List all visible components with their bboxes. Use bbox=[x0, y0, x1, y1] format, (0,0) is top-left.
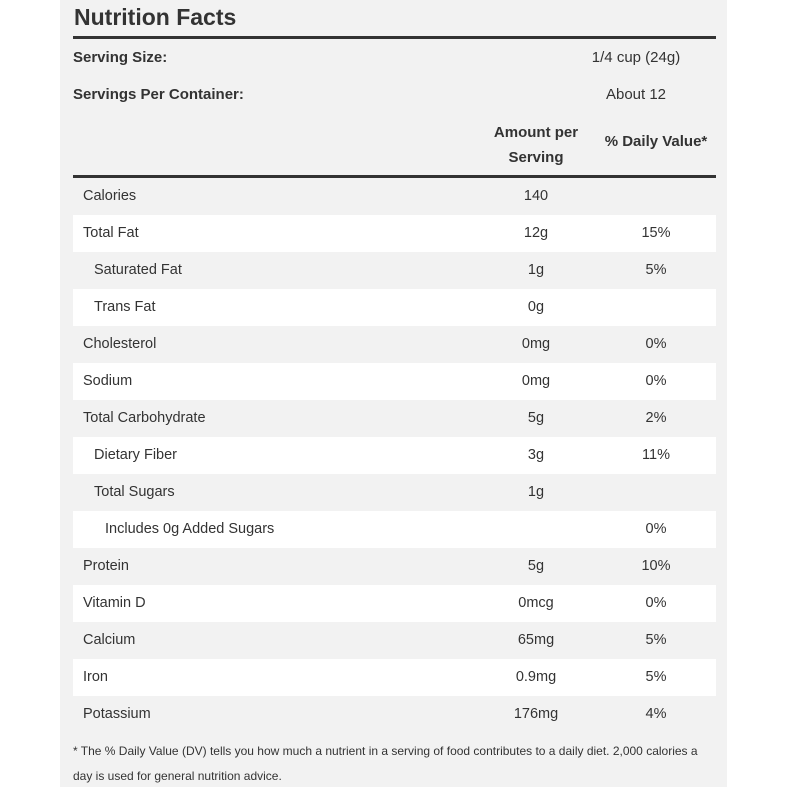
column-header: Amount per Serving bbox=[493, 124, 579, 166]
daily-value: 5% bbox=[645, 262, 667, 278]
daily-value: 0% bbox=[645, 373, 667, 389]
amount: 0g bbox=[527, 299, 545, 315]
nutrient-row: Includes 0g Added Sugars 0% bbox=[73, 511, 716, 548]
amount: 140 bbox=[523, 188, 549, 204]
daily-value: 0% bbox=[645, 521, 667, 537]
amount: 12g bbox=[523, 225, 549, 241]
nutrient-name: Calories bbox=[83, 188, 137, 204]
nutrient-row: Sodium 0mg 0% bbox=[73, 363, 716, 400]
title: Nutrition Facts bbox=[74, 4, 237, 30]
column-header: % Daily Value* bbox=[604, 133, 708, 150]
daily-value: 0% bbox=[645, 336, 667, 352]
nutrient-row: Saturated Fat 1g 5% bbox=[73, 252, 716, 289]
nutrient-row: Total Sugars 1g bbox=[73, 474, 716, 511]
nutrient-name: Protein bbox=[83, 558, 129, 574]
nutrient-name: Dietary Fiber bbox=[94, 447, 177, 463]
serving-label: Servings Per Container: bbox=[73, 86, 244, 103]
thick-rule bbox=[73, 36, 716, 39]
nutrient-row: Trans Fat 0g bbox=[73, 289, 716, 326]
nutrient-name: Cholesterol bbox=[83, 336, 157, 352]
nutrient-row: Iron 0.9mg 5% bbox=[73, 659, 716, 696]
thick-rule bbox=[73, 175, 716, 178]
serving-value: About 12 bbox=[605, 86, 667, 103]
daily-value: 0% bbox=[645, 595, 667, 611]
amount: 1g bbox=[527, 484, 545, 500]
daily-value: 11% bbox=[642, 447, 670, 463]
amount: 0mg bbox=[521, 336, 551, 352]
nutrient-name: Total Sugars bbox=[94, 484, 175, 500]
nutrient-row: Potassium 176mg 4% bbox=[73, 696, 716, 733]
amount: 0mg bbox=[521, 373, 551, 389]
nutrient-name: Sodium bbox=[83, 373, 133, 389]
amount: 5g bbox=[527, 410, 545, 426]
daily-value: 10% bbox=[641, 558, 671, 574]
daily-value: 5% bbox=[645, 632, 667, 648]
nutrient-row: Dietary Fiber 3g 11% bbox=[73, 437, 716, 474]
nutrient-name: Vitamin D bbox=[83, 595, 146, 611]
serving-row: Serving Size: 1/4 cup (24g) bbox=[73, 39, 716, 76]
nutrient-row: Total Carbohydrate 5g 2% bbox=[73, 400, 716, 437]
nutrient-row: Total Fat 12g 15% bbox=[73, 215, 716, 252]
nutrient-row: Calcium 65mg 5% bbox=[73, 622, 716, 659]
daily-value: 2% bbox=[645, 410, 667, 426]
nutrient-name: Trans Fat bbox=[94, 299, 156, 315]
daily-value: 15% bbox=[641, 225, 671, 241]
nutrient-name: Includes 0g Added Sugars bbox=[105, 521, 275, 537]
nutrient-name: Total Carbohydrate bbox=[83, 410, 206, 426]
nutrient-name: Iron bbox=[83, 669, 108, 685]
nutrient-row: Cholesterol 0mg 0% bbox=[73, 326, 716, 363]
amount: 5g bbox=[527, 558, 545, 574]
daily-value: 5% bbox=[645, 669, 667, 685]
amount: 0.9mg bbox=[515, 669, 557, 685]
amount: 0mcg bbox=[518, 595, 554, 611]
amount: 176mg bbox=[513, 706, 559, 722]
nutrient-row: Protein 5g 10% bbox=[73, 548, 716, 585]
serving-value: 1/4 cup (24g) bbox=[591, 49, 681, 66]
nutrient-row: Vitamin D 0mcg 0% bbox=[73, 585, 716, 622]
nutrient-row: Calories 140 bbox=[73, 178, 716, 215]
amount: 1g bbox=[527, 262, 545, 278]
amount: 3g bbox=[527, 447, 545, 463]
nutrient-name: Calcium bbox=[83, 632, 136, 648]
nutrient-name: Total Fat bbox=[83, 225, 139, 241]
serving-row: Servings Per Container: About 12 bbox=[73, 76, 716, 113]
nutrient-name: Saturated Fat bbox=[94, 262, 182, 278]
serving-label: Serving Size: bbox=[73, 49, 168, 66]
amount: 65mg bbox=[517, 632, 555, 648]
nutrient-name: Potassium bbox=[83, 706, 151, 722]
daily-value: 4% bbox=[645, 706, 667, 722]
footnote: * The % Daily Value (DV) tells you how m… bbox=[73, 744, 698, 783]
